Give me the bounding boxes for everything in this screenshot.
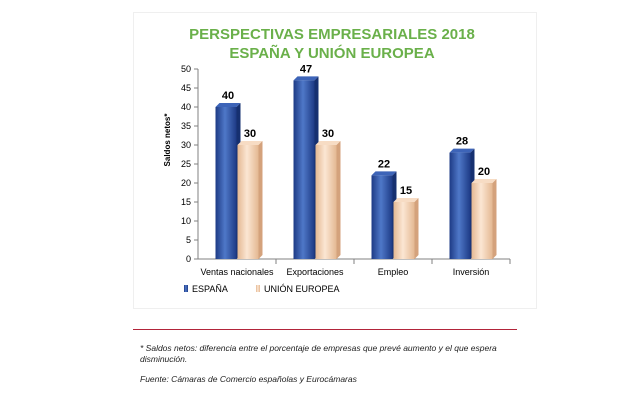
footnote-divider (133, 329, 517, 330)
data-label: 22 (378, 158, 390, 170)
y-tick-label: 0 (186, 254, 191, 264)
bar-union-europea (471, 183, 493, 259)
y-tick-label: 40 (181, 102, 191, 112)
bar-union-europea (315, 145, 337, 259)
bar-top (449, 148, 475, 153)
y-tick-label: 45 (181, 83, 191, 93)
y-tick-label: 20 (181, 178, 191, 188)
data-label: 15 (400, 185, 412, 197)
y-tick-label: 15 (181, 197, 191, 207)
footnote-text: * Saldos netos: diferencia entre el porc… (140, 343, 497, 364)
category-label: Ventas nacionales (200, 267, 274, 277)
y-tick-label: 50 (181, 64, 191, 74)
bar-side (414, 198, 419, 259)
chart-title-line-2: ESPAÑA Y UNIÓN EUROPEA (229, 44, 434, 62)
bar-top (393, 198, 419, 202)
bar-espana (293, 80, 315, 260)
data-label: 28 (456, 136, 468, 148)
y-tick-label: 10 (181, 216, 191, 226)
y-axis-label: Saldos netos* (163, 113, 172, 167)
legend-swatch-union-europea (256, 285, 260, 292)
y-tick-label: 35 (181, 121, 191, 131)
bar-espana (449, 152, 471, 259)
legend-swatch-espana (184, 285, 188, 292)
data-label: 30 (322, 128, 334, 140)
bar-side (336, 141, 341, 259)
bar-union-europea (393, 202, 415, 259)
y-tick-label: 30 (181, 140, 191, 150)
bar-espana (215, 107, 237, 259)
y-tick-label: 5 (186, 235, 191, 245)
bar-top (237, 141, 263, 145)
bar-top (293, 76, 319, 81)
bar-top (371, 171, 397, 176)
chart-title-line-1: PERSPECTIVAS EMPRESARIALES 2018 (189, 26, 475, 43)
category-label: Inversión (453, 267, 490, 277)
bar-top (471, 179, 497, 183)
bar-union-europea (237, 145, 259, 259)
legend-label-union-europea: UNIÓN EUROPEA (264, 284, 340, 294)
bar-espana (371, 175, 393, 259)
source-text: Fuente: Cámaras de Comercio españolas y … (140, 374, 357, 384)
data-label: 20 (478, 166, 490, 178)
y-tick-label: 25 (181, 159, 191, 169)
bar-top (215, 103, 241, 107)
data-label: 30 (244, 128, 256, 140)
bar-top (315, 141, 341, 145)
data-label: 47 (300, 63, 312, 75)
category-label: Exportaciones (286, 267, 344, 277)
bar-side (492, 179, 497, 259)
category-label: Empleo (378, 267, 409, 277)
data-label: 40 (222, 90, 234, 102)
bar-side (258, 141, 263, 259)
legend-label-espana: ESPAÑA (192, 284, 228, 294)
